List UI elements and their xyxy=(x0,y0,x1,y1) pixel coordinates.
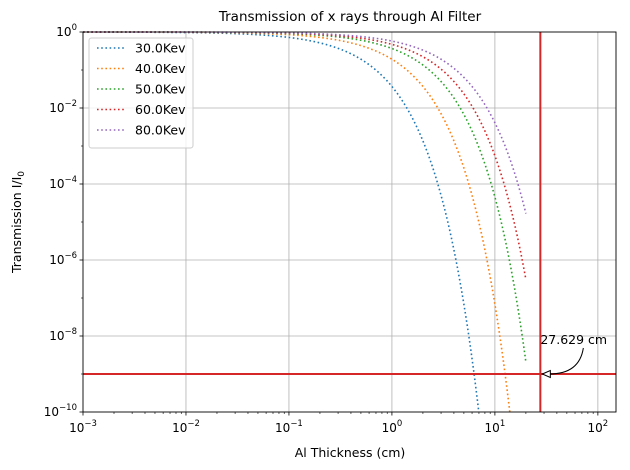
x-tick-label: 100 xyxy=(382,419,403,435)
y-tick-label: 100 xyxy=(56,23,77,39)
y-tick-label: 10−4 xyxy=(49,175,77,191)
y-tick-label: 10−6 xyxy=(49,251,77,267)
annotation-arrow xyxy=(549,347,584,375)
y-tick-label: 10−2 xyxy=(49,99,77,115)
y-axis-label-main: Transmission I/I xyxy=(9,177,24,274)
y-axis-label: Transmission I/I0 xyxy=(9,171,27,274)
y-tick-label: 10−10 xyxy=(44,403,77,419)
legend: 30.0Kev 40.0Kev 50.0Kev 60.0Kev 80.0Kev xyxy=(88,37,194,149)
x-tick-label: 10−2 xyxy=(172,419,200,435)
reference-lines xyxy=(83,32,616,412)
chart-title: Transmission of x rays through Al Filter xyxy=(218,9,482,25)
series-line xyxy=(83,31,527,363)
y-tick-label: 10−8 xyxy=(49,327,77,343)
x-tick-label: 101 xyxy=(485,419,506,435)
x-axis-ticks: 10−3 10−2 10−1 100 101 102 xyxy=(69,412,608,435)
grid-lines xyxy=(83,32,616,412)
legend-label: 60.0Kev xyxy=(135,102,186,117)
series-line xyxy=(83,31,511,413)
legend-box xyxy=(88,37,194,149)
legend-label: 50.0Kev xyxy=(135,82,186,97)
legend-label: 80.0Kev xyxy=(135,123,186,138)
annotation: 27.629 cm xyxy=(540,332,607,379)
legend-label: 40.0Kev xyxy=(135,61,186,76)
y-axis-ticks: 10−10 10−8 10−6 10−4 10−2 100 xyxy=(44,23,83,419)
series-layer xyxy=(82,31,527,413)
legend-label: 30.0Kev xyxy=(135,41,186,56)
series-line xyxy=(82,31,480,413)
x-axis-label: Al Thickness (cm) xyxy=(295,445,406,460)
annotation-arrowhead xyxy=(541,369,551,379)
y-axis-label-subscript: 0 xyxy=(17,171,27,177)
x-tick-label: 10−3 xyxy=(69,419,97,435)
annotation-label: 27.629 cm xyxy=(540,332,607,347)
x-tick-label: 102 xyxy=(588,419,609,435)
x-tick-label: 10−1 xyxy=(275,419,303,435)
